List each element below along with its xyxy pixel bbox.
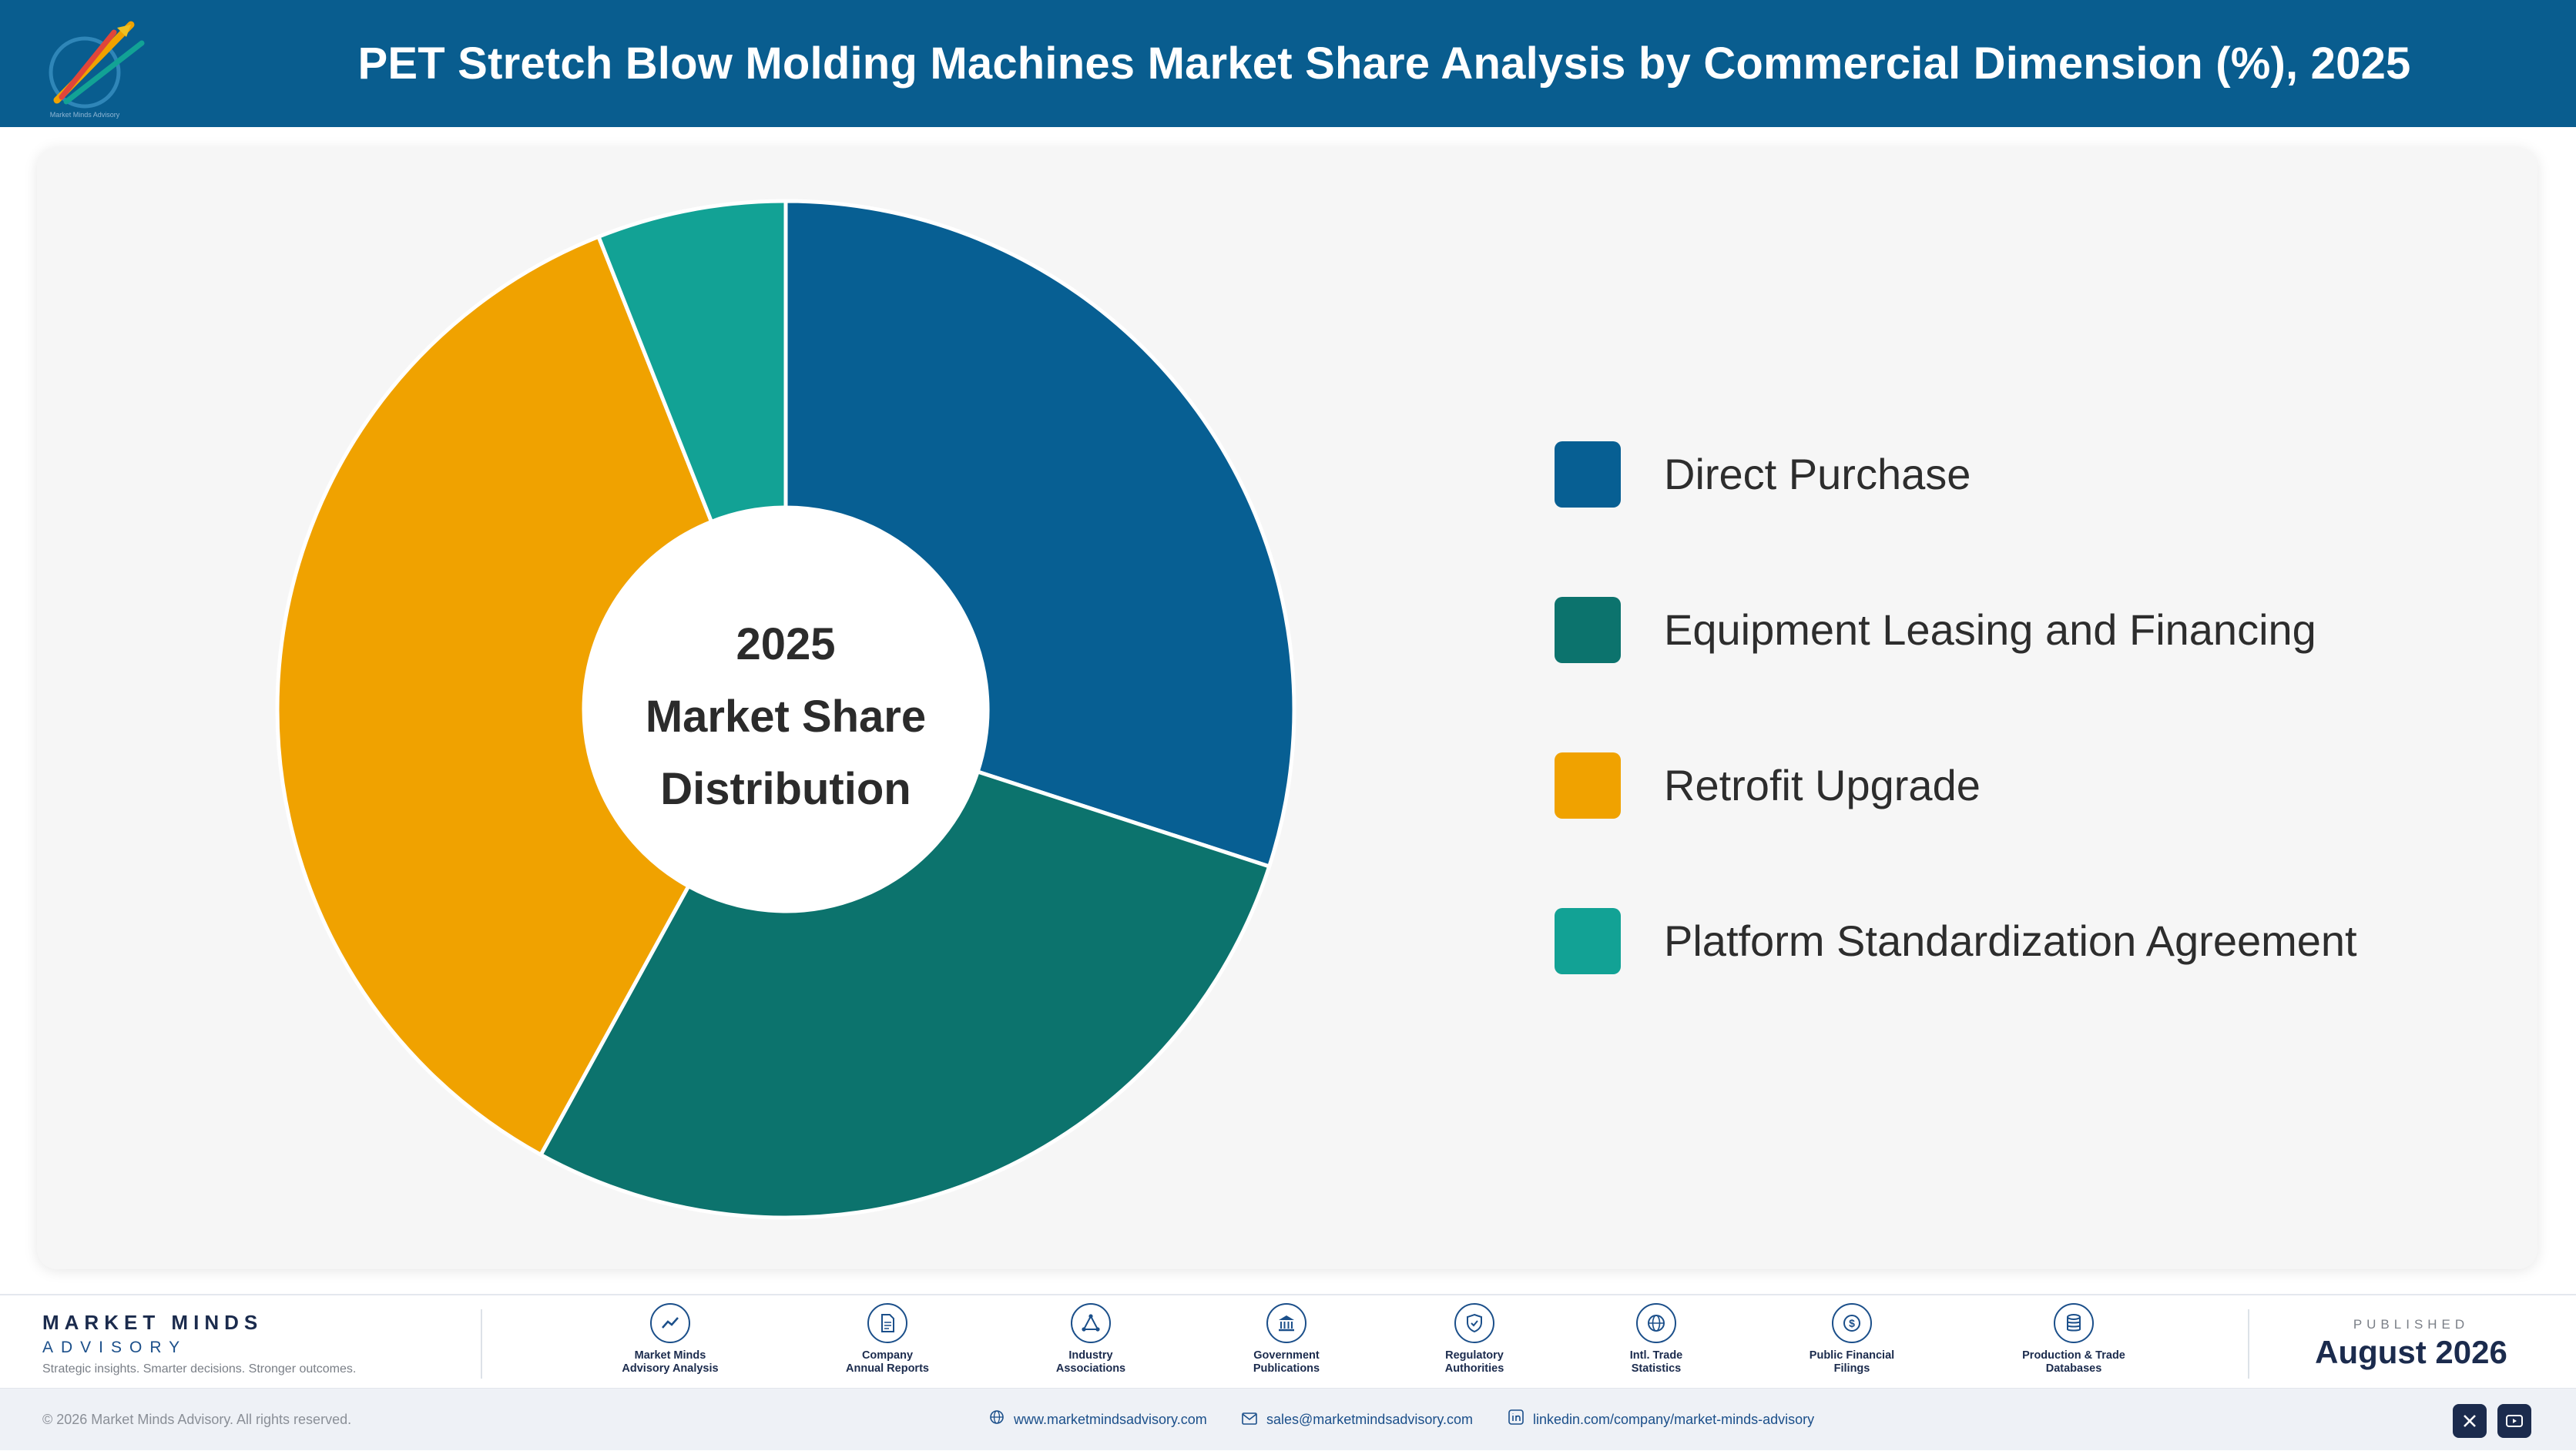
source-label: Government Publications [1253,1349,1320,1375]
footer-tagline: Strategic insights. Smarter decisions. S… [42,1362,357,1376]
x-social-button[interactable] [2453,1404,2487,1438]
linkedin-link[interactable]: linkedin.com/company/market-minds-adviso… [1508,1389,1814,1451]
source-label: Production & Trade Databases [2022,1349,2125,1375]
svg-text:$: $ [1849,1317,1855,1329]
shield-icon [1454,1303,1494,1343]
youtube-social-button[interactable] [2497,1404,2531,1438]
database-icon [2054,1303,2094,1343]
website-link[interactable]: www.marketmindsadvisory.com [989,1389,1207,1451]
dollar-coin-icon: $ [1832,1303,1872,1343]
legend-item-direct-purchase[interactable]: Direct Purchase [1555,439,2479,508]
government-building-icon [1266,1303,1306,1343]
legend-swatch [1555,597,1621,663]
source-label: Regulatory Authorities [1444,1349,1504,1375]
source-government-publications[interactable]: Government Publications [1209,1303,1363,1376]
legend-label: Retrofit Upgrade [1664,761,1981,809]
legend-label: Direct Purchase [1664,450,1971,498]
chart-title: PET Stretch Blow Molding Machines Market… [357,39,2411,89]
legend-item-retrofit-upgrade[interactable]: Retrofit Upgrade [1555,750,2479,819]
header-bar: Market Minds Advisory PET Stretch Blow M… [0,0,2576,127]
source-label: Intl. Trade Statistics [1629,1349,1683,1375]
svg-text:Market Minds Advisory: Market Minds Advisory [50,111,120,119]
mail-icon [1242,1389,1257,1451]
center-label-year: 2025 [736,619,836,669]
source-industry-associations[interactable]: Industry Associations [1014,1303,1168,1376]
company-logo[interactable]: Market Minds Advisory [40,9,156,121]
globe-icon [1636,1303,1676,1343]
bottom-bar: © 2026 Market Minds Advisory. All rights… [0,1388,2576,1450]
globe-icon [989,1389,1005,1451]
legend-item-platform-standardization[interactable]: Platform Standardization Agreement [1555,906,2479,975]
source-regulatory-authorities[interactable]: Regulatory Authorities [1397,1303,1551,1376]
source-public-financial-filings[interactable]: $ Public Financial Filings [1775,1303,1929,1376]
source-market-minds-analysis[interactable]: Market Minds Advisory Analysis [593,1303,747,1376]
legend-swatch [1555,441,1621,508]
linkedin-text: linkedin.com/company/market-minds-adviso… [1533,1412,1815,1427]
document-icon [867,1303,907,1343]
email-text: sales@marketmindsadvisory.com [1266,1412,1474,1427]
published-label: PUBLISHED [2353,1317,2470,1332]
footer-brand-name: MARKET MINDS [42,1311,263,1334]
email-link[interactable]: sales@marketmindsadvisory.com [1242,1389,1473,1451]
footer-brand-sub: ADVISORY [42,1339,188,1356]
legend-swatch [1555,908,1621,974]
source-label: Market Minds Advisory Analysis [622,1349,719,1375]
source-label: Industry Associations [1055,1349,1126,1375]
website-text: www.marketmindsadvisory.com [1014,1412,1207,1427]
trend-chart-icon [650,1303,690,1343]
network-icon [1071,1303,1111,1343]
youtube-icon [2506,1415,2523,1427]
legend-label: Equipment Leasing and Financing [1664,605,2316,654]
legend-item-equipment-leasing[interactable]: Equipment Leasing and Financing [1555,595,2479,664]
donut-center-label: 2025 Market Share Distribution [632,608,940,826]
x-logo-icon [2464,1415,2476,1427]
center-label-line2: Market Share [645,692,927,742]
footer-divider [481,1309,482,1379]
source-production-trade-databases[interactable]: Production & Trade Databases [1997,1303,2151,1376]
footer: MARKET MINDS ADVISORY Strategic insights… [0,1294,2576,1389]
published-date: August 2026 [2315,1334,2507,1370]
copyright-text: © 2026 Market Minds Advisory. All rights… [42,1412,352,1427]
center-label-line3: Distribution [660,764,911,814]
footer-divider [2248,1309,2249,1379]
source-label: Public Financial Filings [1809,1349,1895,1375]
source-label: Company Annual Reports [846,1349,929,1375]
linkedin-icon [1508,1389,1524,1451]
source-intl-trade-statistics[interactable]: Intl. Trade Statistics [1579,1303,1733,1376]
legend-swatch [1555,752,1621,819]
legend-label: Platform Standardization Agreement [1664,917,2357,965]
source-company-annual-reports[interactable]: Company Annual Reports [810,1303,964,1376]
